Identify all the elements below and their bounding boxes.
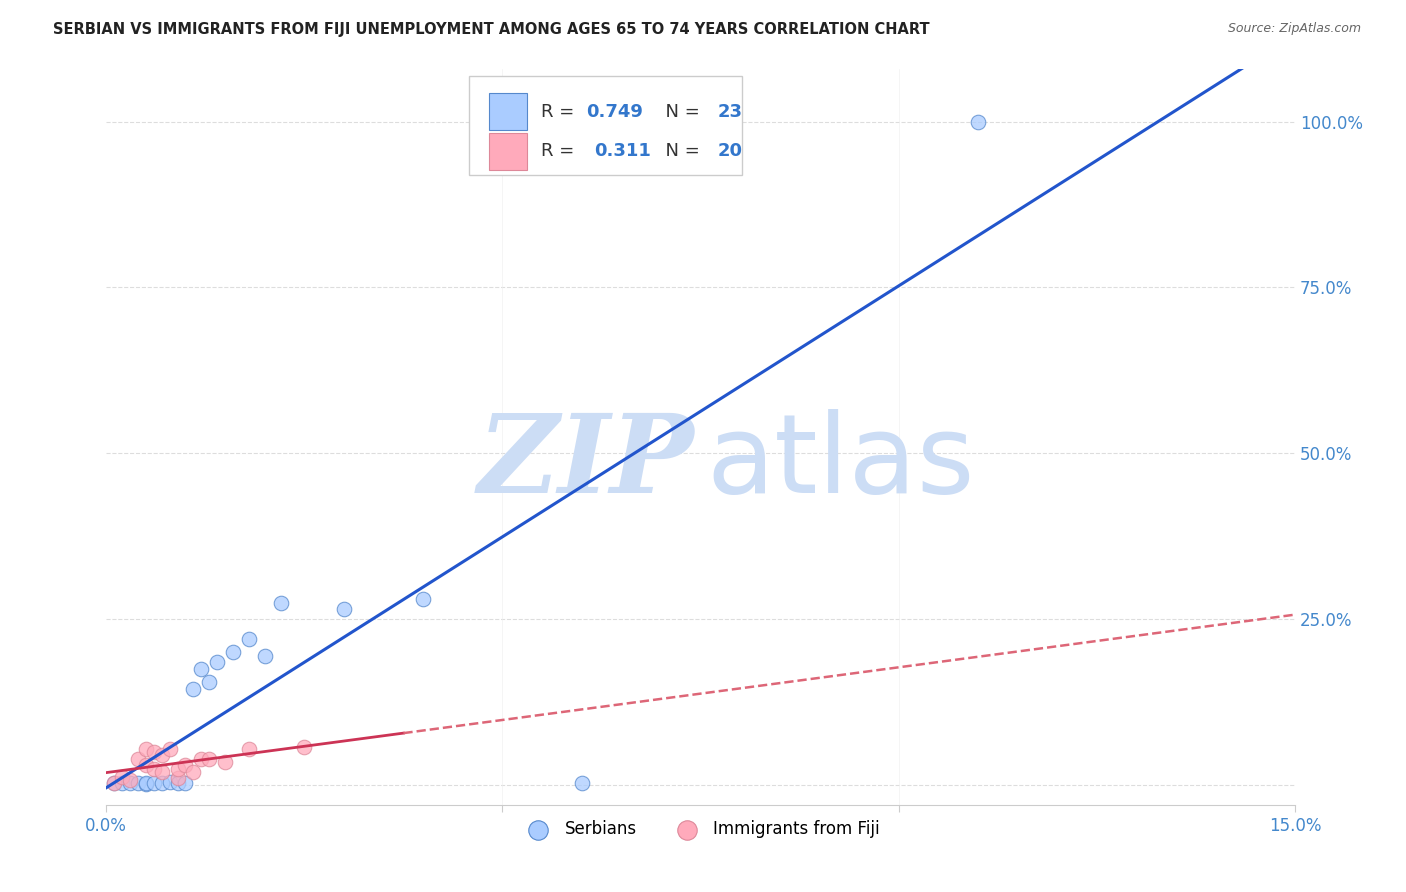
FancyBboxPatch shape xyxy=(489,94,527,130)
Text: 0.311: 0.311 xyxy=(593,143,651,161)
Point xyxy=(135,741,157,756)
Point xyxy=(111,770,134,784)
Point xyxy=(118,772,141,787)
Point xyxy=(174,758,197,772)
Point xyxy=(190,751,212,765)
Point xyxy=(270,596,292,610)
Text: R =: R = xyxy=(541,143,586,161)
Point xyxy=(222,645,245,659)
Text: 0.749: 0.749 xyxy=(586,103,644,120)
Point xyxy=(292,739,315,754)
Point xyxy=(159,741,181,756)
Text: 20: 20 xyxy=(717,143,742,161)
Text: R =: R = xyxy=(541,103,581,120)
Point xyxy=(127,776,149,790)
Text: ZIP: ZIP xyxy=(478,409,695,516)
Point xyxy=(205,656,228,670)
Text: 23: 23 xyxy=(717,103,742,120)
Point xyxy=(118,776,141,790)
Legend: Serbians, Immigrants from Fiji: Serbians, Immigrants from Fiji xyxy=(515,814,887,845)
Text: Source: ZipAtlas.com: Source: ZipAtlas.com xyxy=(1227,22,1361,36)
Point xyxy=(183,764,205,779)
Point xyxy=(142,762,165,776)
Point xyxy=(103,776,125,790)
Point xyxy=(142,745,165,759)
Point xyxy=(183,681,205,696)
Point xyxy=(135,758,157,772)
FancyBboxPatch shape xyxy=(468,76,742,176)
Point xyxy=(142,776,165,790)
Point xyxy=(111,776,134,790)
Point xyxy=(253,648,276,663)
Point xyxy=(150,776,173,790)
Point xyxy=(967,114,990,128)
Text: SERBIAN VS IMMIGRANTS FROM FIJI UNEMPLOYMENT AMONG AGES 65 TO 74 YEARS CORRELATI: SERBIAN VS IMMIGRANTS FROM FIJI UNEMPLOY… xyxy=(53,22,929,37)
Point xyxy=(571,776,593,790)
FancyBboxPatch shape xyxy=(489,133,527,169)
Point xyxy=(150,748,173,763)
Point xyxy=(412,592,434,607)
Text: atlas: atlas xyxy=(707,409,976,516)
Point xyxy=(238,632,260,647)
Text: N =: N = xyxy=(654,143,706,161)
Point xyxy=(135,776,157,790)
Point xyxy=(159,775,181,789)
Point xyxy=(103,776,125,790)
Point xyxy=(333,602,356,616)
Point xyxy=(198,675,221,690)
Point xyxy=(214,755,236,769)
Point xyxy=(174,776,197,790)
Point xyxy=(238,741,260,756)
Point xyxy=(166,776,188,790)
Point xyxy=(135,777,157,791)
Point xyxy=(127,751,149,765)
Point xyxy=(150,764,173,779)
Point xyxy=(166,762,188,776)
Point xyxy=(190,662,212,676)
Point xyxy=(166,772,188,786)
Text: N =: N = xyxy=(654,103,706,120)
Point xyxy=(198,751,221,765)
